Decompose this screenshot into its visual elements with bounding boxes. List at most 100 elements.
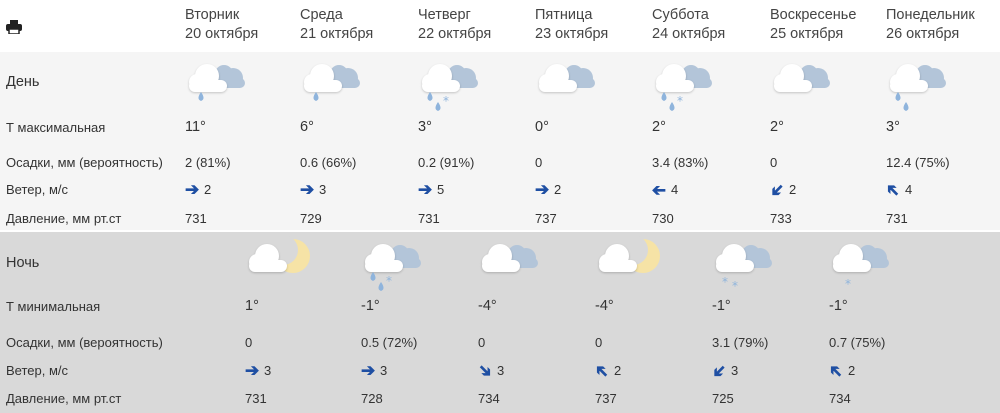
day-header[interactable]: Четверг 22 октября (418, 6, 491, 44)
wind-speed: 3 (380, 363, 388, 378)
day-date: 24 октября (652, 26, 726, 42)
wind-speed: 4 (671, 182, 679, 197)
day-section (0, 52, 1000, 230)
precipitation: 3.4 (83%) (652, 155, 709, 170)
wind-speed: 3 (497, 363, 505, 378)
pressure: 734 (478, 391, 500, 406)
temperature: 2° (652, 119, 666, 135)
precipitation: 0.7 (75%) (829, 335, 886, 350)
pressure: 731 (245, 391, 267, 406)
temperature: 11° (185, 119, 206, 135)
printer-icon[interactable] (6, 20, 22, 34)
day-weekday: Четверг (418, 7, 471, 23)
pressure: 737 (595, 391, 617, 406)
svg-text:*: * (386, 274, 392, 288)
day-header[interactable]: Воскресенье 25 октября (770, 6, 856, 44)
day-row-label-precip: Осадки, мм (вероятность) (6, 155, 163, 170)
wind: ➔ 3 (361, 362, 388, 379)
wind: ➔ 3 (473, 358, 505, 382)
temperature: 1° (245, 298, 259, 314)
weather-cloud-rain-icon (298, 56, 368, 111)
wind-speed: 2 (789, 182, 797, 197)
precipitation: 0 (595, 335, 603, 350)
wind-arrow-nw-icon: ➔ (823, 359, 848, 383)
precipitation: 2 (81%) (185, 155, 231, 170)
pressure: 733 (770, 211, 792, 226)
wind: ➔ 2 (765, 178, 797, 202)
precipitation: 3.1 (79%) (712, 335, 769, 350)
wind-arrow-nw-icon: ➔ (589, 359, 614, 383)
svg-text:*: * (845, 277, 851, 291)
precipitation: 0 (770, 155, 778, 170)
weather-cloud-rain-icon (183, 56, 253, 111)
wind-arrow-se-icon: ➔ (473, 358, 498, 382)
weather-cloud-snow-icon: * * (710, 236, 780, 293)
day-header[interactable]: Пятница 23 октября (535, 6, 608, 44)
night-label: Ночь (6, 255, 40, 271)
temperature: -1° (712, 298, 731, 314)
day-header[interactable]: Суббота 24 октября (652, 6, 725, 44)
day-row-label-pressure: Давление, мм рт.ст (6, 211, 122, 226)
temperature: 3° (418, 119, 432, 135)
wind: ➔ 3 (300, 181, 326, 198)
wind: ➔ 2 (823, 359, 856, 383)
pressure: 731 (418, 211, 440, 226)
wind: ➔ 4 (881, 178, 913, 202)
weather-cloudy-icon (768, 56, 838, 111)
precipitation: 12.4 (75%) (886, 155, 950, 170)
wind-arrow-e-icon: ➔ (245, 360, 260, 380)
precipitation: 0.2 (91%) (418, 155, 475, 170)
day-date: 20 октября (185, 26, 259, 42)
wind-arrow-sw-icon: ➔ (765, 178, 790, 202)
wind-speed: 2 (554, 182, 562, 197)
day-header[interactable]: Понедельник 26 октября (886, 6, 975, 44)
pressure: 725 (712, 391, 734, 406)
night-row-label-precip: Осадки, мм (вероятность) (6, 335, 163, 350)
day-weekday: Пятница (535, 7, 593, 23)
weather-cloud-moon-icon (593, 235, 663, 291)
wind-arrow-sw-icon: ➔ (707, 359, 732, 383)
weather-cloudy-icon (476, 236, 546, 291)
wind-speed: 2 (614, 363, 622, 378)
pressure: 737 (535, 211, 557, 226)
wind-arrow-e-icon: ➔ (535, 179, 550, 199)
wind-arrow-e-icon: ➔ (418, 179, 433, 199)
pressure: 728 (361, 391, 383, 406)
precipitation: 0.5 (72%) (361, 335, 418, 350)
precipitation: 0 (478, 335, 486, 350)
weather-cloudy-icon (533, 56, 603, 111)
day-weekday: Суббота (652, 7, 709, 23)
precipitation: 0 (535, 155, 543, 170)
night-row-label-pressure: Давление, мм рт.ст (6, 391, 122, 406)
temperature: -1° (829, 298, 848, 314)
weather-cloud-rain-snow-icon: * (416, 56, 486, 111)
wind-speed: 3 (264, 363, 272, 378)
day-weekday: Вторник (185, 7, 240, 23)
precipitation: 0.6 (66%) (300, 155, 357, 170)
weather-cloud-moon-icon (243, 235, 313, 291)
day-date: 25 октября (770, 26, 844, 42)
wind-speed: 3 (731, 363, 739, 378)
day-header[interactable]: Вторник 20 октября (185, 6, 258, 44)
svg-text:*: * (722, 275, 728, 289)
wind-speed: 2 (848, 363, 856, 378)
weather-cloud-rain-snow-icon: * (359, 236, 429, 291)
temperature: -4° (595, 298, 614, 314)
wind: ➔ 3 (245, 360, 272, 380)
pressure: 731 (185, 211, 207, 226)
wind-speed: 4 (905, 182, 913, 197)
night-row-label-temp: Т минимальная (6, 299, 101, 314)
weather-cloud-rain-snow-icon: * (650, 56, 720, 111)
svg-text:*: * (732, 279, 738, 293)
night-row-label-wind: Ветер, м/с (6, 363, 69, 378)
weather-cloud-snow-light-icon: * (827, 236, 897, 291)
temperature: 2° (770, 119, 784, 135)
temperature: 6° (300, 119, 314, 135)
pressure: 734 (829, 391, 851, 406)
day-header[interactable]: Среда 21 октября (300, 6, 373, 44)
day-row-label-temp: Т максимальная (6, 120, 106, 135)
wind: ➔ 3 (707, 359, 739, 383)
temperature: -1° (361, 298, 380, 314)
temperature: 3° (886, 119, 900, 135)
pressure: 731 (886, 211, 908, 226)
